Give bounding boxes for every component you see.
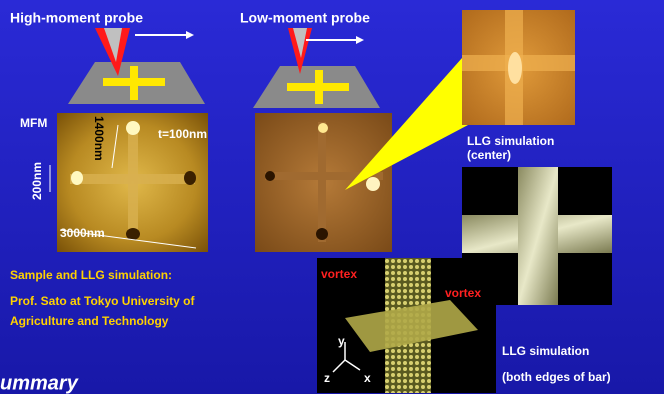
- axis-label: y: [338, 334, 345, 348]
- probe-title: Low-moment probe: [240, 10, 370, 26]
- width-label: 200nm: [30, 162, 44, 200]
- sim-label: LLG simulation: [467, 134, 554, 148]
- axis-label: x: [364, 371, 371, 385]
- vortex-label: vortex: [321, 267, 357, 281]
- mfm-image: [255, 113, 392, 252]
- section-title: ummary: [0, 372, 79, 394]
- sim-sublabel: (both edges of bar): [502, 370, 611, 384]
- mfm-label: MFM: [20, 116, 47, 130]
- credit-heading: Sample and LLG simulation:: [10, 268, 172, 282]
- sim-sublabel: (center): [467, 148, 511, 162]
- zoom-image: [462, 10, 575, 125]
- length-label: 1400nm: [92, 116, 106, 161]
- sim-label: LLG simulation: [502, 344, 589, 358]
- thickness-label: t=100nm: [158, 127, 207, 141]
- span-label: 3000nm: [60, 226, 105, 240]
- vortex-label: vortex: [445, 286, 481, 300]
- slide: High-moment probe Low-moment probe MFM 1…: [0, 0, 664, 394]
- axis-label: z: [324, 371, 330, 385]
- credit-line: Prof. Sato at Tokyo University of: [10, 294, 195, 308]
- credit-line: Agriculture and Technology: [10, 314, 169, 328]
- probe-title: High-moment probe: [10, 10, 143, 26]
